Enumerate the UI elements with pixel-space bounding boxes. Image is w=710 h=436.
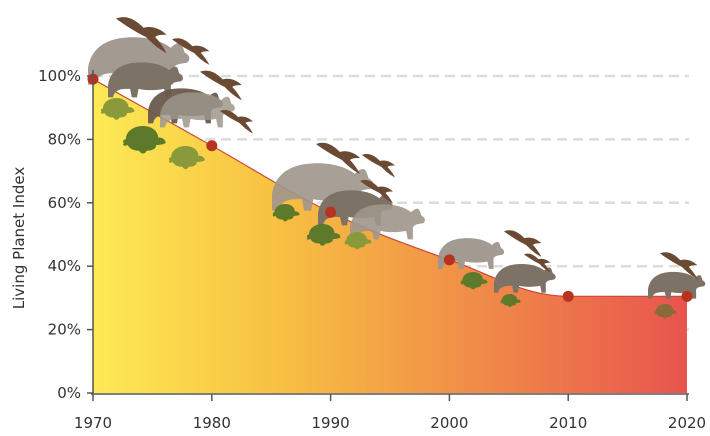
data-point-2000 [444,254,455,265]
y-tick-label: 0% [57,384,81,402]
y-tick-label: 20% [48,321,81,339]
area-fill [93,79,687,393]
y-tick-label: 100% [38,67,81,85]
data-point-1980 [206,140,217,151]
rhino-icon [160,92,235,127]
x-tick-label: 2000 [430,414,468,432]
bird-icon [220,110,253,133]
y-tick-label: 60% [48,194,81,212]
data-point-1990 [325,207,336,218]
y-axis-label: Living Planet Index [10,167,28,310]
x-tick-label: 2020 [668,414,706,432]
data-point-2020 [682,291,693,302]
x-tick-label: 1970 [74,414,112,432]
y-tick-label: 80% [48,130,81,148]
area-layer [93,79,687,393]
x-tick-label: 2010 [549,414,587,432]
bird-icon [504,230,541,257]
rhino-icon [648,272,705,299]
y-tick-label: 40% [48,257,81,275]
x-tick-label: 1980 [193,414,231,432]
x-tick-label: 1990 [312,414,350,432]
data-point-2010 [563,291,574,302]
